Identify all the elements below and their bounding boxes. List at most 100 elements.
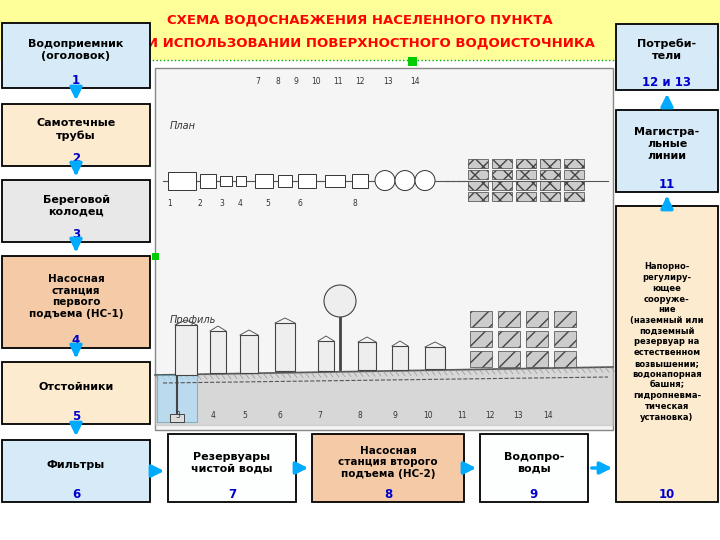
Text: 7: 7 [318,411,323,421]
Circle shape [415,171,435,191]
Bar [278,174,292,186]
Bar [492,192,512,200]
Bar [236,176,246,186]
Text: 2: 2 [72,152,80,165]
Text: 7: 7 [228,489,236,502]
Bar [516,170,536,179]
Text: 6: 6 [297,199,302,208]
Bar [540,192,560,200]
Text: 1: 1 [72,75,80,87]
Text: 6: 6 [72,489,80,502]
Bar [554,331,576,347]
Bar [526,331,548,347]
Text: Фильтры: Фильтры [47,461,105,470]
Text: Профиль: Профиль [170,315,217,325]
FancyBboxPatch shape [480,434,588,502]
Bar [554,311,576,327]
Bar [540,159,560,167]
FancyBboxPatch shape [2,440,150,502]
FancyBboxPatch shape [2,180,150,242]
Text: Напорно-
регулиру-
ющее
сооруже-
ние
(наземный или
подземный
резервуар на
естест: Напорно- регулиру- ющее сооруже- ние (на… [630,262,704,422]
Text: 5: 5 [243,411,248,421]
Text: 3: 3 [72,228,80,241]
Bar [468,159,488,167]
Bar [516,192,536,200]
Bar [358,342,376,370]
Bar [564,159,584,167]
Bar [408,57,417,66]
Text: 4: 4 [72,334,80,348]
Bar [200,173,216,187]
Bar [498,331,520,347]
Text: 3: 3 [176,411,181,421]
Text: 6: 6 [278,411,282,421]
Text: 11: 11 [659,179,675,192]
Text: 10: 10 [659,489,675,502]
Bar [210,331,226,373]
FancyBboxPatch shape [2,23,150,88]
Text: 11: 11 [333,78,343,86]
Bar [255,173,273,187]
Bar [220,176,232,186]
Bar [168,172,196,190]
Text: 11: 11 [457,411,467,421]
Text: 14: 14 [543,411,553,421]
Bar [526,351,548,367]
Text: 4: 4 [210,411,215,421]
FancyBboxPatch shape [155,68,613,430]
Text: 4: 4 [238,199,243,208]
Text: 9: 9 [530,489,538,502]
Text: 8: 8 [384,489,392,502]
Text: 1: 1 [168,199,172,208]
Text: Потреби-
тели: Потреби- тели [637,39,696,61]
Text: Самотечные
трубы: Самотечные трубы [37,118,116,140]
Bar [468,192,488,200]
Text: Насосная
станция второго
подъема (НС-2): Насосная станция второго подъема (НС-2) [338,446,438,479]
Bar [492,180,512,190]
Text: 5: 5 [266,199,271,208]
Text: 5: 5 [72,410,80,423]
Bar [492,170,512,179]
Bar [152,253,159,260]
Text: 12: 12 [355,78,365,86]
Text: 13: 13 [513,411,523,421]
FancyBboxPatch shape [0,0,720,60]
Text: 7: 7 [256,78,261,86]
Text: 8: 8 [353,199,357,208]
Text: 13: 13 [383,78,393,86]
Bar [275,323,295,371]
Text: 9: 9 [392,411,397,421]
Bar [564,192,584,200]
Text: 10: 10 [423,411,433,421]
Text: План: План [170,120,196,131]
Bar [498,311,520,327]
Bar [470,311,492,327]
Bar [468,170,488,179]
Bar [425,347,445,369]
Bar [240,335,258,373]
Text: ПРИ ИСПОЛЬЗОВАНИИ ПОВЕРХНОСТНОГО ВОДОИСТОЧНИКА: ПРИ ИСПОЛЬЗОВАНИИ ПОВЕРХНОСТНОГО ВОДОИСТ… [125,37,595,50]
Text: 12 и 13: 12 и 13 [642,77,691,90]
Bar [468,180,488,190]
FancyBboxPatch shape [616,206,718,502]
Bar [175,325,197,375]
Bar [516,159,536,167]
Text: 14: 14 [410,78,420,86]
Bar [498,351,520,367]
Bar [492,159,512,167]
Text: 12: 12 [485,411,495,421]
Bar [564,180,584,190]
Bar [298,173,316,187]
Text: 3: 3 [220,199,225,208]
Bar [526,311,548,327]
Bar [325,174,345,186]
Text: СХЕМА ВОДОСНАБЖЕНИЯ НАСЕЛЕННОГО ПУНКТА: СХЕМА ВОДОСНАБЖЕНИЯ НАСЕЛЕННОГО ПУНКТА [167,14,553,26]
Bar [392,346,408,370]
Text: Резервуары
чистой воды: Резервуары чистой воды [192,451,273,473]
Bar [516,180,536,190]
FancyBboxPatch shape [2,104,150,166]
FancyBboxPatch shape [2,362,150,424]
Bar [540,170,560,179]
Text: 2: 2 [197,199,202,208]
Text: Отстойники: Отстойники [38,382,114,393]
